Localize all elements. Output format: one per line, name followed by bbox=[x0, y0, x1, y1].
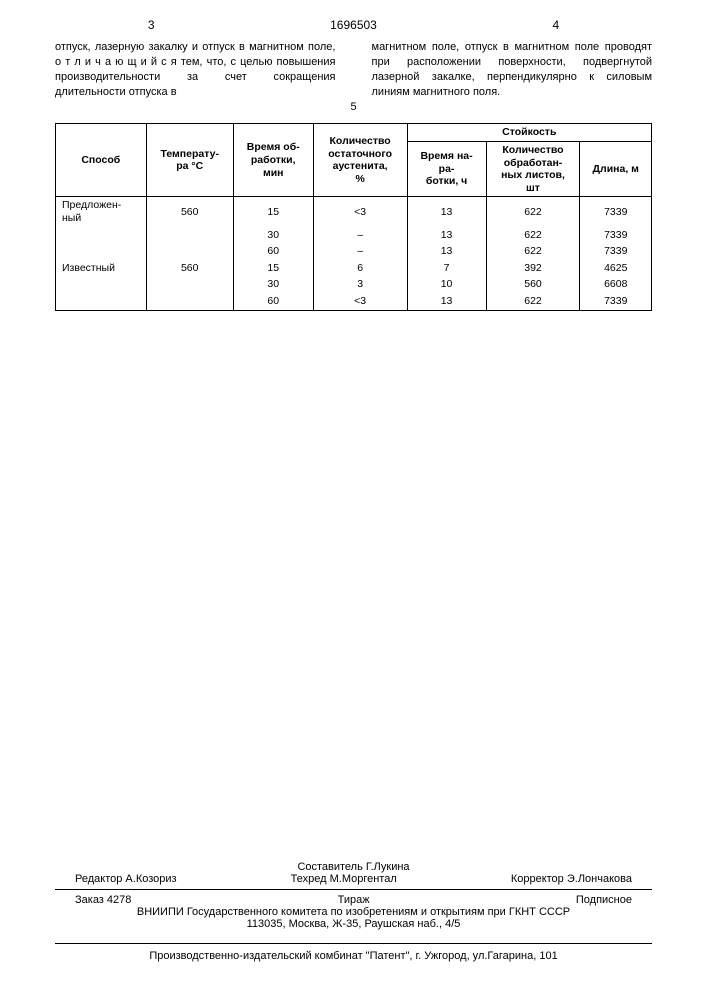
th-method: Способ bbox=[56, 124, 147, 197]
th-sheets: Количествообработан-ных листов,шт bbox=[486, 141, 580, 196]
cell-method: Предложен-ный bbox=[56, 197, 147, 227]
editor: Редактор А.Козориз bbox=[75, 873, 177, 885]
footer-block: Составитель Г.Лукина Редактор А.Козориз … bbox=[55, 861, 652, 930]
cell-wt: 10 bbox=[407, 276, 486, 293]
cell-aus: 6 bbox=[313, 260, 407, 277]
cell-time: 15 bbox=[233, 197, 313, 227]
table-row: 30 – 13 622 7339 bbox=[56, 227, 652, 244]
table-row: Известный 560 15 6 7 392 4625 bbox=[56, 260, 652, 277]
th-durability: Стойкость bbox=[407, 124, 651, 142]
cell-wt: 13 bbox=[407, 227, 486, 244]
cell-temp bbox=[146, 243, 233, 260]
cell-aus: 3 bbox=[313, 276, 407, 293]
cell-len: 7339 bbox=[580, 197, 652, 227]
vniipi: ВНИИПИ Государственного комитета по изоб… bbox=[55, 906, 652, 918]
cell-len: 7339 bbox=[580, 243, 652, 260]
page-num-right: 4 bbox=[552, 18, 559, 32]
cell-wt: 13 bbox=[407, 293, 486, 310]
cell-aus: – bbox=[313, 227, 407, 244]
tirazh: Тираж bbox=[338, 894, 370, 906]
cell-aus: – bbox=[313, 243, 407, 260]
cell-sh: 622 bbox=[486, 197, 580, 227]
th-austenite: Количествоостаточногоаустенита,% bbox=[313, 124, 407, 197]
th-length: Длина, м bbox=[580, 141, 652, 196]
cell-temp: 560 bbox=[146, 260, 233, 277]
credit-row: Редактор А.Козориз Техред М.Моргентал Ко… bbox=[55, 873, 652, 885]
table-row: Предложен-ный 560 15 <3 13 622 7339 bbox=[56, 197, 652, 227]
order-row: Заказ 4278 Тираж Подписное bbox=[55, 894, 652, 906]
cell-method: Известный bbox=[56, 260, 147, 277]
cell-method bbox=[56, 293, 147, 310]
cell-time: 60 bbox=[233, 293, 313, 310]
corrector: Корректор Э.Лончакова bbox=[511, 873, 632, 885]
cell-time: 30 bbox=[233, 227, 313, 244]
cell-time: 30 bbox=[233, 276, 313, 293]
th-time: Время об-работки,мин bbox=[233, 124, 313, 197]
printer-line: Производственно-издательский комбинат "П… bbox=[55, 943, 652, 962]
cell-sh: 392 bbox=[486, 260, 580, 277]
cell-method bbox=[56, 227, 147, 244]
document-number: 1696503 bbox=[330, 18, 377, 32]
cell-time: 15 bbox=[233, 260, 313, 277]
cell-wt: 13 bbox=[407, 197, 486, 227]
cell-wt: 13 bbox=[407, 243, 486, 260]
left-column-text: отпуск, лазерную закалку и отпуск в магн… bbox=[55, 40, 354, 99]
cell-temp bbox=[146, 227, 233, 244]
cell-sh: 622 bbox=[486, 293, 580, 310]
table-row: 60 <3 13 622 7339 bbox=[56, 293, 652, 310]
podpisnoe: Подписное bbox=[576, 894, 632, 906]
cell-time: 60 bbox=[233, 243, 313, 260]
cell-sh: 560 bbox=[486, 276, 580, 293]
cell-aus: <3 bbox=[313, 293, 407, 310]
th-temp: Температу-ра °C bbox=[146, 124, 233, 197]
right-column-text: магнитном поле, отпуск в магнитном поле … bbox=[354, 40, 653, 99]
page-num-left: 3 bbox=[148, 18, 155, 32]
table-row: 60 – 13 622 7339 bbox=[56, 243, 652, 260]
body-columns: отпуск, лазерную закалку и отпуск в магн… bbox=[0, 32, 707, 99]
page-number-row: 3 1696503 4 bbox=[0, 0, 707, 32]
techred: Техред М.Моргентал bbox=[291, 873, 397, 885]
table-row: 30 3 10 560 6608 bbox=[56, 276, 652, 293]
cell-len: 6608 bbox=[580, 276, 652, 293]
order: Заказ 4278 bbox=[75, 894, 131, 906]
cell-method bbox=[56, 243, 147, 260]
data-table: Способ Температу-ра °C Время об-работки,… bbox=[55, 123, 652, 310]
line-number-5: 5 bbox=[0, 101, 707, 113]
cell-sh: 622 bbox=[486, 227, 580, 244]
th-work-time: Время на-ра-ботки, ч bbox=[407, 141, 486, 196]
cell-sh: 622 bbox=[486, 243, 580, 260]
compiler-line: Составитель Г.Лукина bbox=[55, 861, 652, 873]
divider bbox=[55, 889, 652, 890]
cell-temp bbox=[146, 276, 233, 293]
data-table-wrap: Способ Температу-ра °C Время об-работки,… bbox=[0, 113, 707, 310]
cell-aus: <3 bbox=[313, 197, 407, 227]
vniipi-address: 113035, Москва, Ж-35, Раушская наб., 4/5 bbox=[55, 918, 652, 930]
cell-len: 4625 bbox=[580, 260, 652, 277]
cell-method bbox=[56, 276, 147, 293]
cell-len: 7339 bbox=[580, 293, 652, 310]
cell-temp bbox=[146, 293, 233, 310]
cell-temp: 560 bbox=[146, 197, 233, 227]
cell-wt: 7 bbox=[407, 260, 486, 277]
cell-len: 7339 bbox=[580, 227, 652, 244]
